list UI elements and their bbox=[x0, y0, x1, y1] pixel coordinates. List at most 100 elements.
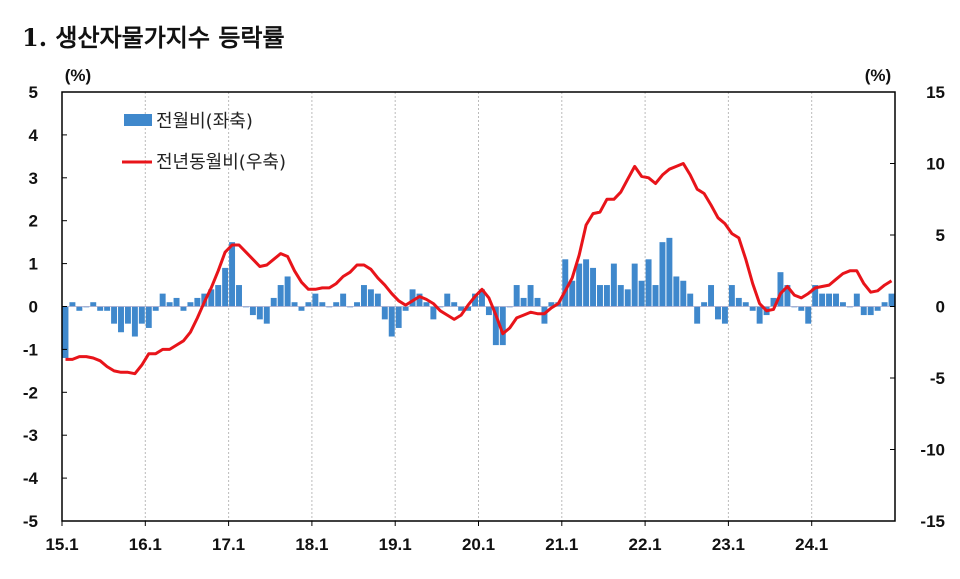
bar bbox=[874, 306, 881, 311]
bar bbox=[270, 297, 277, 307]
bar bbox=[617, 285, 624, 307]
bar bbox=[90, 302, 97, 307]
bar bbox=[180, 306, 187, 311]
legend-bar-label: 전월비(좌축) bbox=[156, 111, 253, 132]
bar bbox=[298, 306, 305, 311]
bar bbox=[499, 306, 506, 346]
bar bbox=[666, 237, 673, 307]
bar bbox=[69, 302, 76, 307]
bar bbox=[513, 285, 520, 307]
bar bbox=[812, 285, 819, 307]
x-tick-label: 18.1 bbox=[295, 535, 328, 554]
bar bbox=[548, 302, 555, 307]
bar bbox=[881, 302, 888, 307]
bar bbox=[479, 289, 485, 307]
left-tick-label: -3 bbox=[23, 426, 38, 445]
x-tick-label: 24.1 bbox=[795, 535, 828, 554]
bar bbox=[159, 293, 166, 307]
left-tick-label: -5 bbox=[23, 512, 38, 531]
left-tick-label: 5 bbox=[29, 83, 38, 102]
bar bbox=[423, 302, 430, 307]
bar bbox=[576, 263, 583, 307]
bar bbox=[826, 293, 833, 307]
legend-line-label: 전년동월비(우축) bbox=[156, 152, 286, 173]
bar bbox=[395, 306, 402, 328]
bar bbox=[236, 285, 242, 307]
bar bbox=[367, 289, 374, 307]
bar bbox=[735, 297, 742, 307]
bar bbox=[215, 285, 222, 307]
bar bbox=[194, 297, 201, 307]
bar bbox=[839, 302, 846, 307]
bar bbox=[222, 267, 229, 307]
bar bbox=[645, 259, 652, 307]
right-tick-label: -10 bbox=[920, 441, 945, 460]
right-tick-label: 15 bbox=[926, 83, 945, 102]
bar bbox=[798, 306, 805, 311]
bar bbox=[597, 285, 603, 307]
bar bbox=[520, 297, 527, 307]
left-tick-label: 2 bbox=[29, 212, 38, 231]
bar bbox=[97, 306, 104, 311]
left-tick-label: 4 bbox=[29, 126, 39, 145]
bar bbox=[381, 306, 388, 320]
bar bbox=[728, 285, 735, 307]
bar bbox=[458, 306, 465, 311]
bar bbox=[583, 259, 590, 307]
bar bbox=[187, 302, 194, 307]
bar bbox=[145, 306, 152, 328]
bar bbox=[694, 306, 701, 324]
bar bbox=[652, 285, 659, 307]
bar bbox=[701, 302, 708, 307]
bar bbox=[208, 289, 215, 307]
bar bbox=[805, 306, 812, 324]
right-tick-label: 5 bbox=[936, 226, 945, 245]
bar bbox=[76, 306, 83, 311]
bar bbox=[534, 297, 541, 307]
bar bbox=[402, 306, 409, 311]
right-tick-label: -5 bbox=[930, 369, 945, 388]
chart-title: 1. 생산자물가지수 등락률 bbox=[22, 23, 285, 52]
bar bbox=[360, 285, 367, 307]
bar bbox=[527, 285, 534, 307]
x-tick-label: 19.1 bbox=[379, 535, 412, 554]
bar bbox=[354, 302, 360, 307]
x-tick-label: 17.1 bbox=[212, 535, 245, 554]
bar bbox=[111, 306, 118, 324]
x-tick-label: 22.1 bbox=[629, 535, 662, 554]
bar bbox=[590, 267, 597, 307]
bar bbox=[409, 289, 416, 307]
bar bbox=[62, 306, 69, 358]
bar bbox=[166, 302, 173, 307]
left-tick-label: -2 bbox=[23, 383, 38, 402]
bar bbox=[610, 263, 617, 307]
bar bbox=[263, 306, 270, 324]
bar bbox=[451, 302, 458, 307]
bar bbox=[277, 285, 284, 307]
bar bbox=[492, 306, 499, 346]
x-tick-label: 23.1 bbox=[712, 535, 745, 554]
bar bbox=[819, 293, 826, 307]
x-tick-label: 15.1 bbox=[45, 535, 78, 554]
bar bbox=[124, 306, 131, 324]
bar bbox=[291, 302, 298, 307]
x-tick-label: 21.1 bbox=[545, 535, 578, 554]
bar bbox=[388, 306, 395, 337]
bar bbox=[305, 302, 312, 307]
x-tick-label: 20.1 bbox=[462, 535, 495, 554]
bar bbox=[687, 293, 694, 307]
bar bbox=[708, 285, 715, 307]
bar bbox=[319, 302, 326, 307]
bar bbox=[444, 293, 451, 307]
bar bbox=[152, 306, 159, 311]
bar bbox=[631, 263, 638, 307]
bar bbox=[173, 297, 180, 307]
right-tick-label: -15 bbox=[920, 512, 945, 531]
legend-bar-swatch bbox=[124, 114, 152, 126]
bar bbox=[742, 302, 749, 307]
right-axis-unit: (%) bbox=[865, 66, 891, 85]
bar bbox=[715, 306, 721, 320]
bar bbox=[416, 293, 423, 307]
bar bbox=[249, 306, 256, 316]
